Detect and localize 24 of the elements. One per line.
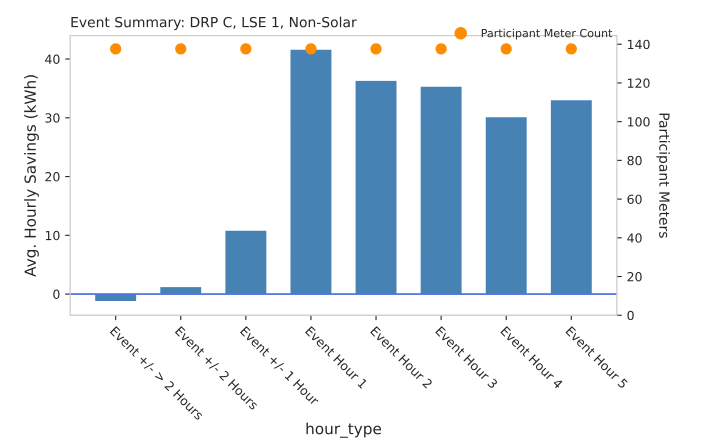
y-tick-label: 30 — [45, 113, 60, 123]
bar — [419, 85, 463, 295]
bar — [484, 116, 528, 295]
x-axis-title: hour_type — [306, 422, 382, 438]
chart-title: Event Summary: DRP C, LSE 1, Non-Solar — [71, 16, 357, 30]
y-tick-label: 0 — [53, 290, 60, 300]
bar — [224, 229, 268, 295]
bar — [354, 79, 398, 295]
y-tick-label: 20 — [45, 172, 60, 182]
y2-axis-title: Participant Meters — [656, 114, 670, 238]
y2-tick-label: 20 — [628, 272, 642, 282]
y-tick-label: 40 — [45, 54, 60, 64]
y2-tick-label: 100 — [628, 117, 650, 127]
y2-tick-label: 120 — [628, 78, 650, 88]
y2-tick-label: 80 — [627, 156, 642, 166]
y2-tick-label: 140 — [628, 40, 650, 50]
legend-label: Participant Meter Count — [482, 28, 612, 40]
y2-tick-label: 40 — [627, 233, 642, 243]
bar — [549, 98, 594, 295]
y2-tick-label: 0 — [627, 310, 634, 320]
y-axis-title: Avg. Hourly Savings (kWh) — [24, 75, 39, 277]
y-tick-label: 10 — [46, 230, 60, 240]
bar — [289, 48, 333, 295]
y2-tick-label: 60 — [627, 194, 642, 204]
